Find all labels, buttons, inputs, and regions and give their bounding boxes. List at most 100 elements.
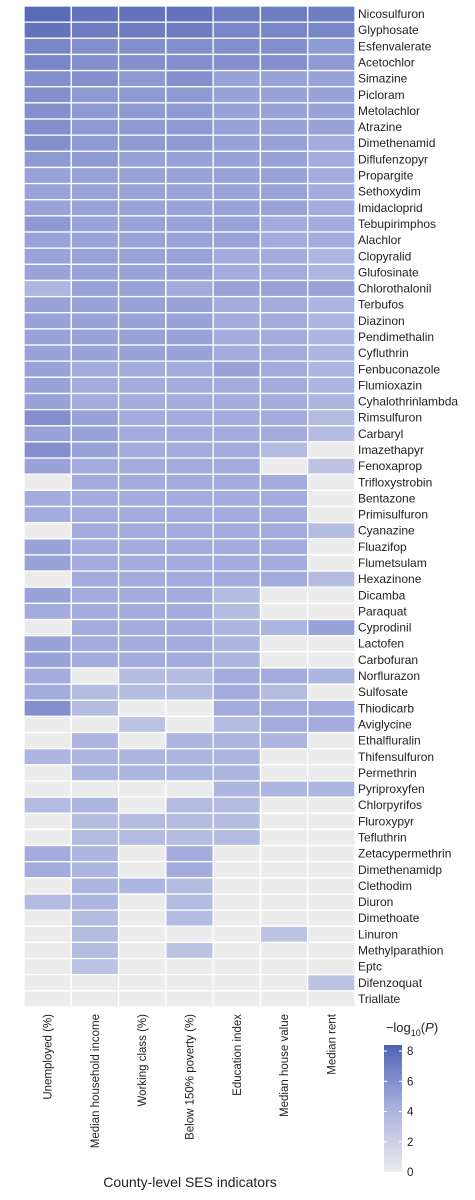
- heatmap-cell: [23, 941, 72, 960]
- heatmap-cell: [307, 344, 356, 362]
- heatmap-cell: [259, 457, 309, 475]
- heatmap-cell: [212, 731, 262, 750]
- heatmap-cell: [259, 134, 309, 152]
- heatmap-cell: [70, 780, 120, 798]
- heatmap-cell: [165, 667, 214, 685]
- heatmap-cell: [117, 764, 167, 782]
- heatmap-cell: [70, 715, 120, 734]
- heatmap-cell: [70, 828, 120, 847]
- heatmap-cell: [70, 602, 120, 621]
- heatmap-cell: [117, 166, 167, 185]
- heatmap-cell: [165, 86, 214, 104]
- heatmap-cell: [23, 102, 72, 120]
- heatmap-cell: [165, 182, 214, 201]
- heatmap-cell: [23, 231, 72, 249]
- legend-tick-label: 8: [407, 1046, 413, 1058]
- heatmap-cell: [70, 215, 120, 233]
- heatmap-cell: [259, 554, 309, 572]
- heatmap-cell: [165, 683, 214, 701]
- heatmap-cell: [165, 974, 214, 992]
- heatmap-cell: [307, 828, 356, 847]
- row-label: Metolachlor: [358, 104, 420, 118]
- heatmap-cell: [212, 328, 262, 346]
- heatmap-cell: [259, 925, 309, 944]
- heatmap-cell: [23, 715, 72, 734]
- heatmap-cell: [307, 441, 356, 459]
- heatmap-cell: [165, 990, 214, 1008]
- heatmap-cell: [117, 748, 167, 766]
- row-label: Carbaryl: [358, 427, 403, 441]
- heatmap-cell: [307, 457, 356, 475]
- heatmap-cell: [165, 748, 214, 766]
- heatmap-cell: [23, 796, 72, 814]
- heatmap-cell: [259, 505, 309, 524]
- heatmap-cell: [212, 941, 262, 960]
- heatmap-cell: [70, 505, 120, 524]
- heatmap-cell: [212, 392, 262, 411]
- heatmap-cell: [307, 392, 356, 411]
- row-label: Ethalfluralin: [358, 734, 421, 748]
- row-label: Cyfluthrin: [358, 346, 409, 360]
- heatmap-cell: [23, 748, 72, 766]
- heatmap-cell: [165, 53, 214, 72]
- heatmap-cell: [117, 651, 167, 669]
- heatmap-cell: [70, 150, 120, 169]
- heatmap-cell: [165, 37, 214, 56]
- heatmap-cell: [117, 392, 167, 411]
- heatmap-cell: [212, 457, 262, 475]
- row-label: Esfenvalerate: [358, 39, 432, 53]
- row-label: Imazethapyr: [358, 443, 424, 457]
- heatmap-cell: [117, 909, 167, 927]
- heatmap-cell: [117, 618, 167, 637]
- row-label: Fluazifop: [358, 540, 407, 554]
- heatmap-cell: [23, 699, 72, 718]
- heatmap-cell: [212, 554, 262, 572]
- heatmap-cell: [117, 812, 167, 831]
- heatmap-cell: [70, 796, 120, 814]
- heatmap-cell: [117, 861, 167, 879]
- heatmap-cell: [70, 974, 120, 992]
- heatmap-cell: [165, 344, 214, 362]
- row-label: Terbufos: [358, 298, 404, 312]
- column-label: Below 150% poverty (%): [185, 1014, 197, 1140]
- row-label: Tebupirimphos: [358, 217, 436, 231]
- heatmap-cell: [70, 812, 120, 831]
- heatmap-cell: [23, 376, 72, 395]
- heatmap-cell: [212, 651, 262, 669]
- heatmap-cell: [259, 166, 309, 185]
- heatmap-cell: [307, 667, 356, 685]
- heatmap-cell: [212, 360, 262, 378]
- heatmap-cell: [212, 877, 262, 895]
- heatmap-cell: [70, 118, 120, 136]
- heatmap-cell: [23, 118, 72, 136]
- heatmap-cell: [23, 295, 72, 314]
- heatmap-cell: [259, 279, 309, 298]
- heatmap-cell: [70, 182, 120, 201]
- row-label: Norflurazon: [358, 669, 420, 683]
- row-label: Diazinon: [358, 314, 405, 328]
- heatmap-cell: [70, 925, 120, 944]
- heatmap-cell: [23, 538, 72, 556]
- heatmap-cell: [165, 247, 214, 265]
- row-label: Difenzoquat: [358, 976, 423, 990]
- heatmap-cell: [259, 990, 309, 1008]
- heatmap-cell: [259, 312, 309, 330]
- heatmap-cell: [165, 586, 214, 605]
- heatmap-cell: [23, 408, 72, 427]
- heatmap-cell: [70, 425, 120, 443]
- heatmap-cell: [165, 715, 214, 734]
- heatmap-cell: [23, 877, 72, 895]
- heatmap-cell: [117, 376, 167, 395]
- row-label: Simazine: [358, 72, 408, 86]
- heatmap-cell: [23, 554, 72, 572]
- row-label: Glufosinate: [358, 265, 419, 279]
- heatmap-cell: [307, 295, 356, 314]
- heatmap-cell: [259, 683, 309, 701]
- heatmap-cell: [212, 489, 262, 508]
- heatmap-cell: [165, 328, 214, 346]
- heatmap-cell: [70, 86, 120, 104]
- heatmap-cell: [212, 376, 262, 395]
- heatmap-cell: [117, 312, 167, 330]
- heatmap-cell: [212, 425, 262, 443]
- heatmap-cell: [307, 425, 356, 443]
